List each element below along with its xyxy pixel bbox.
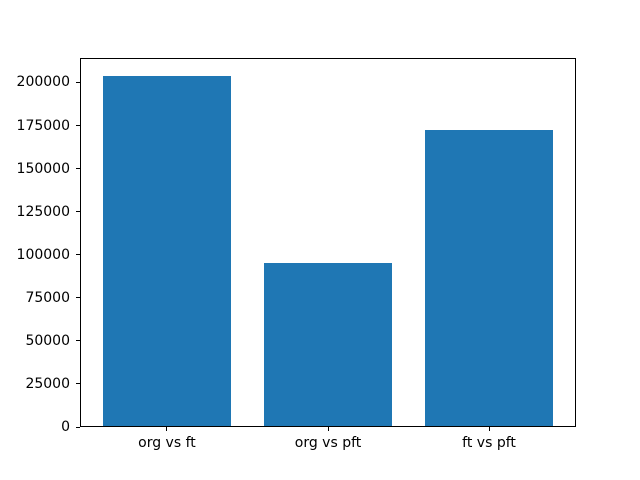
bar [424, 129, 554, 427]
bar [263, 263, 393, 427]
x-tick-label: org vs pft [294, 435, 362, 451]
x-tick-label: ft vs pft [462, 435, 516, 451]
y-tick-mark [76, 297, 80, 299]
y-tick-mark [76, 168, 80, 170]
y-tick-label: 50000 [25, 332, 70, 349]
y-tick-mark [76, 426, 80, 428]
bar [102, 75, 232, 427]
y-tick-mark [76, 383, 80, 385]
y-tick-label: 100000 [16, 246, 70, 263]
y-tick-label: 200000 [16, 74, 70, 91]
x-tick-mark [327, 427, 329, 431]
y-tick-label: 25000 [25, 375, 70, 392]
y-tick-mark [76, 125, 80, 127]
y-tick-label: 75000 [25, 289, 70, 306]
y-tick-label: 150000 [16, 160, 70, 177]
y-tick-label: 0 [61, 419, 70, 435]
y-tick-label: 125000 [16, 203, 70, 220]
x-tick-mark [488, 427, 490, 431]
y-tick-mark [76, 81, 80, 83]
y-tick-mark [76, 211, 80, 213]
x-tick-label: org vs ft [138, 435, 196, 451]
x-tick-mark [166, 427, 168, 431]
y-tick-mark [76, 254, 80, 256]
y-tick-label: 175000 [16, 117, 70, 134]
y-tick-mark [76, 340, 80, 342]
